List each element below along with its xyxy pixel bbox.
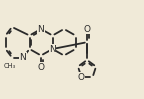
Text: N: N: [49, 44, 56, 53]
Text: N: N: [38, 24, 44, 33]
Text: CH₃: CH₃: [4, 63, 16, 69]
Text: O: O: [84, 24, 90, 33]
Text: N: N: [20, 53, 26, 62]
Text: O: O: [37, 62, 44, 71]
Text: O: O: [78, 73, 85, 82]
